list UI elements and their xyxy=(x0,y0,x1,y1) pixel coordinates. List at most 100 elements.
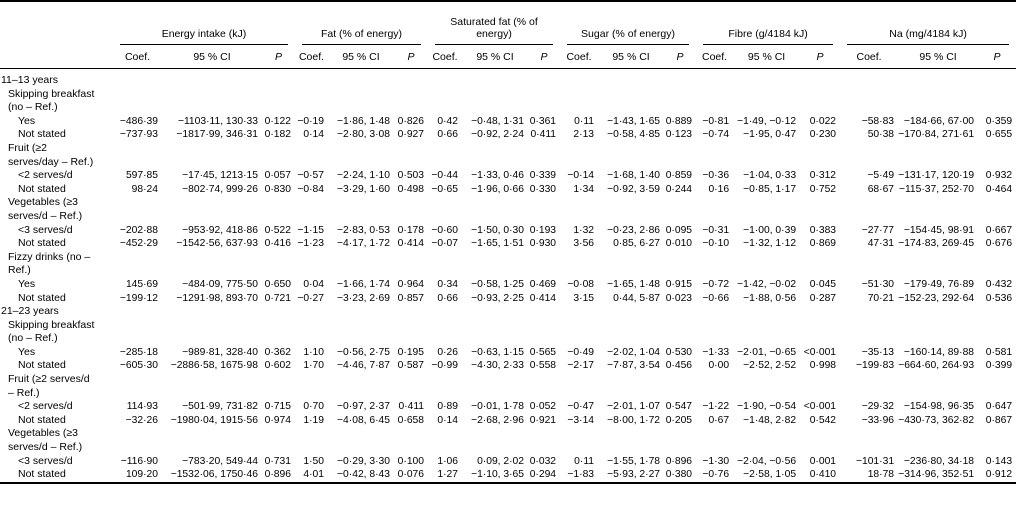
coef-cell: −2·17 xyxy=(567,360,595,372)
p-cell: 0·023 xyxy=(665,292,693,304)
p-cell: 0·498 xyxy=(397,183,425,195)
p-cell: 0·530 xyxy=(665,346,693,358)
coef-cell: 0·89 xyxy=(437,401,459,413)
p-cell: 0·998 xyxy=(809,360,837,372)
coef-cell: 0·66 xyxy=(437,129,459,141)
section-row: Skipping breakfast (no – Ref.) xyxy=(0,88,1016,115)
subheader-ci: 95 % CI xyxy=(162,45,262,69)
coef-cell: −0·07 xyxy=(431,238,459,250)
empty-cells xyxy=(113,373,1016,400)
p-cell: 0·715 xyxy=(264,401,291,413)
p-cell: <0·001 xyxy=(803,401,837,413)
p-cell: 0·362 xyxy=(264,346,291,358)
ci-cell: −1·42, −0·02 xyxy=(737,278,797,290)
table-row: Not stated 109·20 −1532·06, 1750·46 0·896 4·… xyxy=(0,468,1016,483)
ci-cell: 0·09, 2·02 xyxy=(477,455,525,467)
empty-cells xyxy=(113,142,1016,169)
table-row: Yes −486·39 −1103·11, 130·33 0·122 −0·19 −1·8… xyxy=(0,115,1016,129)
coef-cell: 1·19 xyxy=(303,414,324,426)
ci-cell: −1·10, 3·65 xyxy=(471,469,525,481)
ci-cell: −0·58, 4·85 xyxy=(607,129,661,141)
ci-cell: −1·49, −0·12 xyxy=(737,115,797,127)
p-cell: 0·410 xyxy=(809,469,837,481)
ci-cell: −953·92, 418·86 xyxy=(182,224,258,236)
p-cell: 0·522 xyxy=(264,224,291,236)
p-cell: 0·667 xyxy=(985,224,1013,236)
ci-cell: −1·65, 1·51 xyxy=(471,238,525,250)
section-row: Fizzy drinks (no – Ref.) xyxy=(0,251,1016,278)
p-cell: 0·869 xyxy=(809,238,837,250)
section-label: Vegetables (≥3 serves/d – Ref.) xyxy=(8,427,83,454)
p-cell: 0·547 xyxy=(665,401,693,413)
p-cell: 0·464 xyxy=(985,183,1013,195)
coef-cell: 0·14 xyxy=(437,414,459,426)
ci-cell: −1·00, 0·39 xyxy=(743,224,797,236)
coef-cell: 18·78 xyxy=(867,469,895,481)
subheader-ci: 95 % CI xyxy=(598,45,665,69)
p-cell: 0·974 xyxy=(264,414,291,426)
p-cell: 0·383 xyxy=(809,224,837,236)
p-cell: 0·100 xyxy=(397,455,425,467)
coef-cell: −737·93 xyxy=(119,129,158,141)
ci-cell: −0·23, 2·86 xyxy=(607,224,661,236)
column-group-label: Saturated fat (% of energy) xyxy=(435,16,554,45)
ci-cell: −2·68, 2·96 xyxy=(471,414,525,426)
table-row: Not stated −32·26 −1980·04, 1915·56 0·974 1·… xyxy=(0,414,1016,428)
ci-cell: −0·92, 2·24 xyxy=(471,129,525,141)
coef-cell: −452·29 xyxy=(119,238,158,250)
coef-cell: 0·00 xyxy=(708,360,730,372)
coef-cell: −1·22 xyxy=(702,401,730,413)
p-cell: 0·927 xyxy=(397,129,425,141)
ci-cell: −154·45, 98·91 xyxy=(903,224,975,236)
table-header: Energy intake (kJ) Fat (% of energy) Satur… xyxy=(0,1,1016,69)
ci-cell: −0·92, 3·59 xyxy=(607,183,661,195)
section-label: Skipping breakfast (no – Ref.) xyxy=(8,318,95,345)
section-label: 21–23 years xyxy=(1,305,59,318)
section-label: Fruit (≥2 serves/d – Ref.) xyxy=(8,373,90,399)
p-cell: <0·001 xyxy=(803,346,837,358)
coef-cell: −0·44 xyxy=(431,170,459,182)
coef-cell: −199·12 xyxy=(119,292,158,304)
empty-cells xyxy=(113,427,1016,454)
p-cell: 0·330 xyxy=(529,183,557,195)
ci-cell: −1291·98, 893·70 xyxy=(176,292,258,304)
ci-cell: −2·80, 3·08 xyxy=(337,129,390,141)
coef-cell: −32·26 xyxy=(125,414,158,426)
empty-cells xyxy=(113,305,1016,319)
p-cell: 0·826 xyxy=(397,115,425,127)
table-row: <2 serves/d 597·85 −17·45, 1213·15 0·057 −0·… xyxy=(0,169,1016,183)
table-row: Not stated −199·12 −1291·98, 893·70 0·721 −0… xyxy=(0,292,1016,306)
ci-cell: 0·44, 5·87 xyxy=(613,292,661,304)
table-row: Yes 145·69 −484·09, 775·50 0·650 0·04 −1·66, … xyxy=(0,278,1016,292)
coef-cell: 109·20 xyxy=(125,469,158,481)
coef-cell: −0·27 xyxy=(297,292,324,304)
coef-cell: −1·33 xyxy=(702,346,730,358)
ci-cell: −1·68, 1·40 xyxy=(607,170,661,182)
coef-cell: −58·83 xyxy=(861,115,895,127)
ci-cell: −184·66, 67·00 xyxy=(903,115,975,127)
column-group-label: Sugar (% of energy) xyxy=(567,28,690,45)
subheader-p: P xyxy=(800,45,841,69)
section-label: 11–13 years xyxy=(1,74,59,86)
subheader-ci: 95 % CI xyxy=(462,45,529,69)
coef-cell: −0·81 xyxy=(702,115,730,127)
p-cell: 0·964 xyxy=(397,278,425,290)
section-row: Fruit (≥2 serves/d – Ref.) xyxy=(0,373,1016,400)
ci-cell: −17·45, 1213·15 xyxy=(182,170,258,182)
ci-cell: −1980·04, 1915·56 xyxy=(170,414,258,426)
coef-cell: −27·77 xyxy=(861,224,895,236)
ci-cell: −179·49, 76·89 xyxy=(903,278,975,290)
row-label: Not stated xyxy=(18,413,66,426)
p-cell: 0·143 xyxy=(985,455,1013,467)
ci-cell: −3·29, 1·60 xyxy=(337,183,390,195)
ci-cell: −174·83, 269·45 xyxy=(898,238,975,250)
coef-cell: 0·34 xyxy=(437,278,459,290)
p-cell: 0·867 xyxy=(985,414,1013,426)
p-cell: 0·399 xyxy=(985,360,1013,372)
section-label: Skipping breakfast (no – Ref.) xyxy=(8,87,95,114)
p-cell: 0·195 xyxy=(397,346,425,358)
column-group-label: Fibre (g/4184 kJ) xyxy=(703,28,834,45)
row-label: <2 serves/d xyxy=(18,169,73,182)
p-cell: 0·676 xyxy=(985,238,1013,250)
coef-cell: −3·14 xyxy=(567,414,595,426)
